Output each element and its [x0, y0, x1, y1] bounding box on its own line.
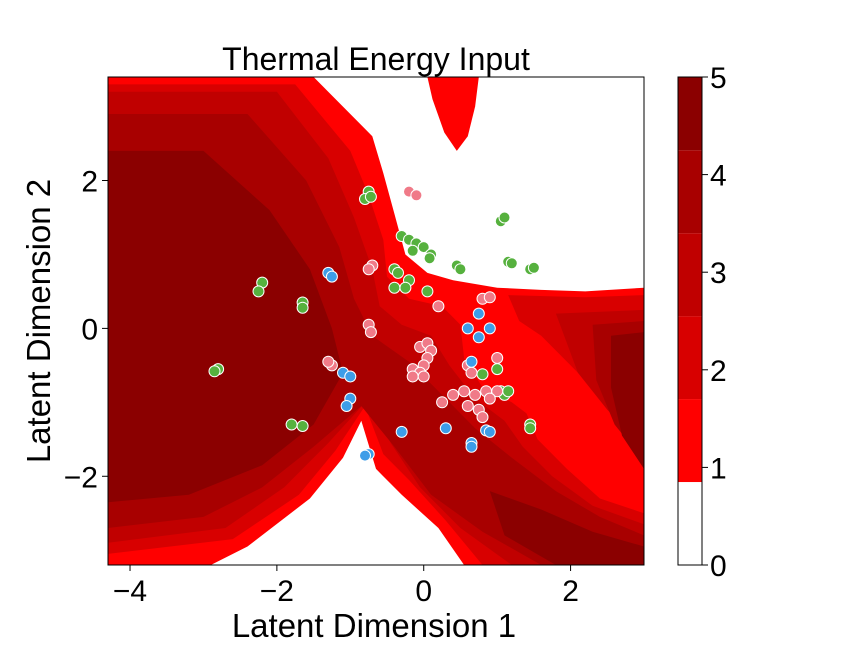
scatter-point [483, 425, 496, 438]
scatter-point [285, 418, 298, 431]
scatter-point [524, 422, 537, 435]
colorbar-frame [677, 76, 703, 566]
scatter-point [344, 370, 357, 383]
colorbar-tick-label: 5 [710, 62, 727, 95]
x-tick-label: −4 [113, 575, 147, 608]
scatter-point [465, 355, 478, 368]
contour-layer [108, 77, 644, 565]
scatter-point [406, 370, 419, 383]
scatter-point [491, 385, 504, 398]
scatter-point [417, 370, 430, 383]
scatter-point [461, 322, 474, 335]
scatter-point [472, 307, 485, 320]
contour-region-level-5 [108, 150, 343, 503]
scatter-point [296, 301, 309, 314]
colorbar-segment [678, 77, 702, 151]
x-axis: −4 −2 0 2 [113, 565, 579, 608]
scatter-point [472, 331, 485, 344]
scatter-point [406, 244, 419, 257]
chart-title: Thermal Energy Input [222, 41, 530, 77]
x-tick-label: 2 [562, 575, 579, 608]
colorbar-tick-label: 1 [710, 452, 727, 485]
scatter-point [362, 263, 375, 276]
y-tick-label: −2 [64, 461, 98, 494]
scatter-point [439, 422, 452, 435]
scatter-point [395, 425, 408, 438]
scatter-point [447, 388, 460, 401]
plot-frame [107, 76, 645, 566]
scatter-point [483, 291, 496, 304]
scatter-point [465, 440, 478, 453]
scatter-point [461, 400, 474, 412]
scatter-point [364, 326, 377, 339]
scatter-point [410, 189, 423, 202]
scatter-point [476, 368, 489, 381]
colorbar-segment [678, 482, 702, 565]
scatter-point [340, 400, 353, 412]
colorbar-segment [678, 316, 702, 400]
x-axis-label: Latent Dimension 1 [232, 607, 516, 644]
scatter-point [454, 263, 467, 276]
scatter-point [502, 385, 515, 398]
y-axis: −2 0 2 [64, 166, 108, 494]
x-tick-label: −2 [260, 575, 294, 608]
colorbar: 0 1 2 3 4 5 [677, 62, 727, 583]
colorbar-tick-label: 4 [710, 160, 727, 193]
scatter-point [505, 257, 518, 270]
scatter-point [483, 322, 496, 335]
scatter-point [436, 396, 449, 409]
scatter-point [417, 241, 430, 254]
scatter-point [423, 252, 436, 265]
scatter-point [465, 366, 478, 379]
colorbar-tick-label: 0 [710, 550, 727, 583]
contour-region-level-5 [611, 332, 644, 469]
scatter-point [491, 352, 504, 364]
scatter-point [483, 392, 496, 405]
scatter-layer [208, 185, 540, 462]
colorbar-segment [678, 150, 702, 234]
scatter-point [491, 363, 504, 376]
x-tick-label: 0 [415, 575, 432, 608]
y-tick-label: 2 [81, 166, 98, 199]
scatter-point [476, 411, 489, 424]
colorbar-segment [678, 233, 702, 317]
scatter-point [208, 365, 221, 378]
scatter-point [325, 270, 338, 283]
scatter-point [527, 261, 540, 274]
scatter-point [399, 281, 412, 294]
scatter-point [498, 211, 511, 224]
scatter-point [432, 300, 445, 313]
contour-region-level-1 [427, 77, 479, 151]
colorbar-tick-label: 2 [710, 355, 727, 388]
scatter-point [458, 385, 471, 398]
y-axis-label: Latent Dimension 2 [20, 179, 57, 463]
scatter-point [469, 388, 482, 401]
contour-region-level-5 [489, 491, 644, 565]
scatter-point [322, 355, 335, 368]
scatter-point [296, 420, 309, 432]
scatter-point [388, 281, 401, 294]
scatter-point [392, 266, 404, 279]
scatter-point [364, 190, 377, 203]
scatter-point [359, 449, 371, 462]
colorbar-segment [678, 399, 702, 483]
scatter-point [421, 285, 434, 298]
y-tick-label: 0 [81, 313, 98, 346]
scatter-point [252, 285, 265, 298]
colorbar-tick-label: 3 [710, 257, 727, 290]
